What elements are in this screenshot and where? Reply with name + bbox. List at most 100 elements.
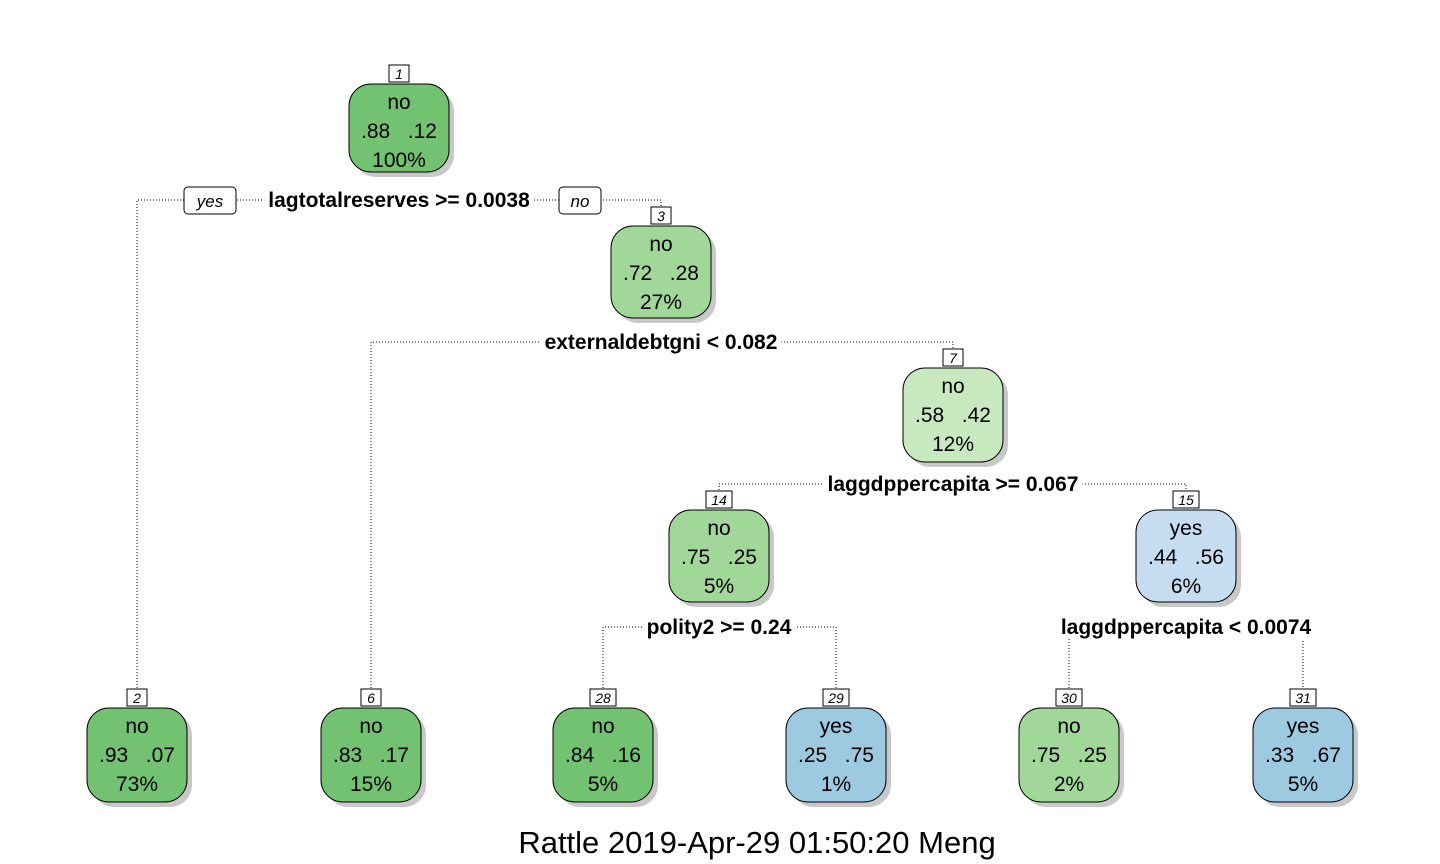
node-6: 6 no .83 .17 15% [320,688,426,807]
footer-caption: Rattle 2019-Apr-29 01:50:20 Meng [518,825,995,860]
edge-3 [370,341,954,694]
node-probabilities: .58 .42 [915,404,991,427]
node-id-label: 29 [827,690,844,706]
node-id-label: 2 [132,690,141,706]
split-7: laggdppercapita >= 0.067 [823,473,1083,496]
node-7: 7 no .58 .42 12% [902,348,1008,467]
edge-1 [136,199,662,694]
node-id-label: 7 [949,350,958,366]
node-probabilities: .75 .25 [1031,744,1107,767]
split-rule: laggdppercapita < 0.0074 [1061,616,1312,639]
node-percentage: 100% [372,149,426,172]
split-rule: polity2 >= 0.24 [647,616,792,639]
node-box [320,707,422,803]
node-box [1135,509,1237,603]
node-30: 30 no .75 .25 2% [1018,688,1124,807]
branch-yes-label: yes [183,186,237,215]
node-percentage: 5% [1288,773,1318,796]
branch-label-box [183,186,237,215]
node-15: 15 yes .44 .56 6% [1135,490,1241,607]
node-box [610,225,712,319]
node-probabilities: .93 .07 [99,744,175,767]
node-id-box [360,688,382,707]
node-box [902,367,1004,463]
node-percentage: 6% [1171,575,1201,598]
node-box [86,707,188,803]
node-3: 3 no .72 .28 27% [610,206,716,323]
node-percentage: 1% [821,773,851,796]
node-id-label: 3 [657,208,665,224]
tree-nodes: 1 no .88 .12 100% 3 no .72 .28 27% 7 no .58 .42 12%… [86,64,1358,807]
edge-7 [718,483,1187,496]
node-percentage: 73% [116,773,158,796]
node-id-label: 15 [1178,492,1194,508]
node-id-box [1055,688,1083,707]
node-probabilities: .44 .56 [1148,546,1224,569]
node-box [348,83,450,173]
node-probabilities: .75 .25 [681,546,757,569]
node-box [668,509,770,603]
node-class-label: no [707,517,730,540]
node-14: 14 no .75 .25 5% [668,490,774,607]
node-percentage: 5% [588,773,618,796]
split-rule: externaldebtgni < 0.082 [545,331,778,354]
node-class-label: yes [1287,715,1320,738]
split-15: laggdppercapita < 0.0074 [1056,616,1316,639]
node-28: 28 no .84 .16 5% [552,688,658,807]
node-box [1018,707,1120,803]
node-id-label: 14 [711,492,727,508]
node-probabilities: .88 .12 [361,120,437,143]
split-label-bg [1056,616,1316,639]
split-rule: laggdppercapita >= 0.067 [828,473,1079,496]
node-class-label: yes [1170,517,1203,540]
node-box [785,707,887,803]
node-probabilities: .72 .28 [623,262,699,285]
split-rule: lagtotalreserves >= 0.0038 [268,189,530,212]
split-label-bg [540,331,782,354]
branch-label-box [558,186,602,215]
node-class-label: no [359,715,382,738]
split-labels: lagtotalreserves >= 0.0038 externaldebtgn… [183,186,1316,639]
branch-no-label: no [558,186,602,215]
node-id-box [1289,688,1317,707]
node-31: 31 yes .33 .67 5% [1252,688,1358,807]
node-probabilities: .84 .16 [565,744,641,767]
node-29: 29 yes .25 .75 1% [785,688,891,807]
split-label-bg [642,616,796,639]
node-id-box [126,688,148,707]
node-2: 2 no .93 .07 73% [86,688,192,807]
node-probabilities: .83 .17 [333,744,409,767]
node-id-label: 28 [594,690,611,706]
node-percentage: 15% [350,773,392,796]
node-1: 1 no .88 .12 100% [348,64,454,177]
node-id-box [822,688,850,707]
split-label-bg [823,473,1083,496]
node-class-label: no [387,91,410,114]
node-percentage: 27% [640,291,682,314]
node-id-box [705,490,733,509]
node-class-label: no [649,233,672,256]
node-class-label: no [125,715,148,738]
branch-label-text: no [571,192,590,211]
node-id-label: 1 [395,66,403,82]
node-id-label: 30 [1061,690,1077,706]
node-id-box [650,206,672,225]
node-id-box [589,688,617,707]
node-class-label: no [591,715,614,738]
node-probabilities: .33 .67 [1265,744,1341,767]
node-percentage: 12% [932,433,974,456]
node-percentage: 2% [1054,773,1084,796]
split-label-bg [264,189,535,212]
node-class-label: yes [820,715,853,738]
split-3: externaldebtgni < 0.082 [540,331,782,354]
node-class-label: no [1057,715,1080,738]
branch-label-text: yes [196,192,224,211]
node-class-label: no [941,375,964,398]
node-id-label: 31 [1295,690,1311,706]
node-percentage: 5% [704,575,734,598]
node-probabilities: .25 .75 [798,744,874,767]
split-14: polity2 >= 0.24 [642,616,796,639]
node-id-box [1172,490,1200,509]
node-id-box [942,348,964,367]
